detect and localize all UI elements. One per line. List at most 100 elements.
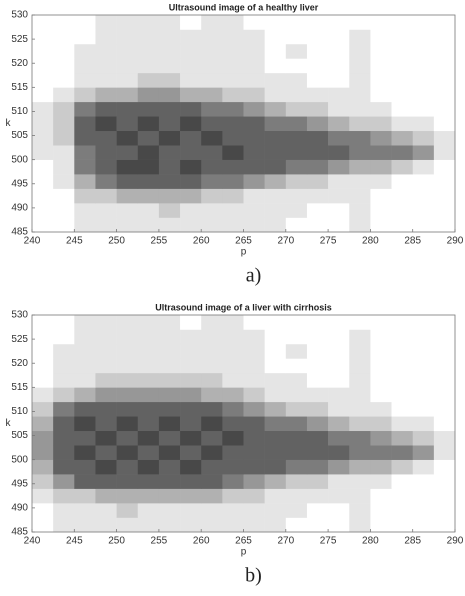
y-tick-label: 500 — [11, 154, 28, 165]
heat-cell — [349, 72, 371, 88]
heat-cell — [264, 188, 287, 204]
heat-cell — [391, 58, 413, 74]
heat-cell — [243, 358, 265, 374]
heat-cell — [433, 101, 456, 117]
heat-cell — [158, 58, 181, 74]
heat-cell — [391, 343, 413, 359]
heat-cell — [137, 343, 160, 359]
heat-cell — [32, 343, 54, 359]
heat-cell — [285, 217, 308, 233]
heat-cell — [306, 72, 329, 88]
heat-cell — [391, 329, 413, 345]
heat-cell — [412, 203, 435, 218]
heat-cell — [116, 29, 139, 45]
heat-cell — [264, 329, 287, 345]
heat-cell — [32, 29, 54, 45]
heat-cell — [328, 416, 350, 432]
heat-cell — [391, 43, 413, 59]
heat-cell — [412, 101, 435, 117]
heat-cell — [349, 116, 371, 132]
heat-cell — [180, 43, 202, 59]
heat-cell — [222, 145, 244, 160]
heat-cell — [243, 343, 265, 359]
x-tick-label: 275 — [320, 536, 337, 547]
heat-cell — [349, 188, 371, 204]
heat-cell — [285, 358, 308, 374]
heat-cell — [306, 174, 329, 189]
heat-cell — [53, 401, 75, 417]
heat-cell — [180, 174, 202, 189]
heat-cell — [137, 29, 160, 45]
heat-cell — [53, 517, 75, 533]
heat-cell — [53, 387, 75, 403]
heat-cell — [95, 430, 117, 446]
heat-cell — [264, 159, 287, 175]
heat-cell — [201, 116, 223, 132]
heat-cell — [433, 145, 456, 160]
heat-cell — [264, 130, 287, 146]
heat-cell — [222, 474, 244, 489]
heat-cell — [328, 174, 350, 189]
heat-cell — [412, 174, 435, 189]
heat-cell — [433, 15, 456, 30]
heat-cell — [306, 430, 329, 446]
heat-cell — [349, 387, 371, 403]
heat-cell — [201, 517, 223, 533]
heat-cell — [53, 58, 75, 74]
heat-cell — [158, 101, 181, 117]
heat-cell — [53, 101, 75, 117]
chart-title: Ultrasound image of a healthy liver — [169, 2, 319, 12]
heat-cell — [74, 445, 96, 460]
heat-cell — [180, 445, 202, 460]
y-tick-label: 510 — [11, 106, 28, 117]
heat-cell — [222, 315, 244, 330]
heat-cell — [53, 43, 75, 59]
heat-cell — [412, 387, 435, 403]
heat-cell — [158, 372, 181, 388]
heat-cell — [74, 430, 96, 446]
heat-cell — [180, 159, 202, 175]
heat-cell — [95, 203, 117, 218]
heat-cell — [53, 145, 75, 160]
heat-cell — [201, 159, 223, 175]
heat-cell — [201, 488, 223, 504]
heat-cell — [433, 130, 456, 146]
y-axis-label: k — [6, 418, 12, 429]
heat-cell — [306, 343, 329, 359]
heat-cell — [137, 430, 160, 446]
heat-cell — [285, 387, 308, 403]
heat-cell — [349, 358, 371, 374]
heat-cell — [116, 459, 139, 475]
heat-cell — [74, 217, 96, 233]
heat-cell — [285, 130, 308, 146]
heat-cell — [433, 358, 456, 374]
heat-cell — [328, 401, 350, 417]
heat-cell — [53, 203, 75, 218]
heat-cell — [116, 416, 139, 432]
heat-cell — [158, 459, 181, 475]
heat-cell — [53, 159, 75, 175]
heat-cell — [201, 15, 223, 30]
heat-cell — [74, 372, 96, 388]
heat-cell — [370, 315, 392, 330]
heat-cell — [222, 329, 244, 345]
heat-cell — [180, 87, 202, 103]
heat-cell — [222, 58, 244, 74]
heat-cell — [32, 15, 54, 30]
heat-cell — [391, 130, 413, 146]
heat-cell — [412, 343, 435, 359]
heat-cell — [95, 387, 117, 403]
heat-cell — [391, 488, 413, 504]
heat-cell — [264, 416, 287, 432]
x-tick-label: 245 — [66, 536, 83, 547]
heat-cell — [95, 43, 117, 59]
heat-cell — [328, 517, 350, 533]
heat-cell — [285, 29, 308, 45]
x-tick-label: 250 — [108, 536, 125, 547]
heat-cell — [137, 488, 160, 504]
heat-cell — [433, 87, 456, 103]
heat-cell — [243, 372, 265, 388]
heat-cell — [285, 116, 308, 132]
heat-cell — [116, 130, 139, 146]
heat-cell — [412, 159, 435, 175]
